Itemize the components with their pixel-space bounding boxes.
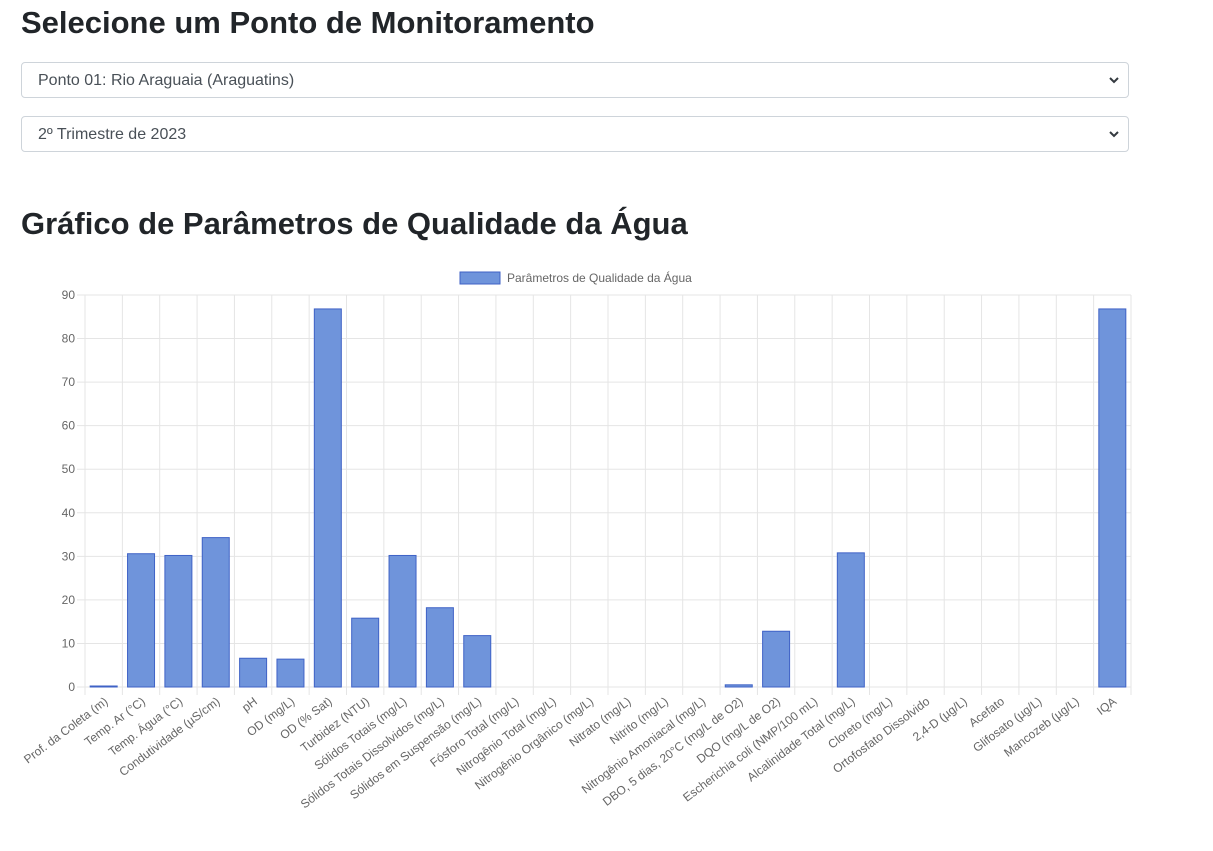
x-tick-label: IQA (1094, 694, 1119, 718)
bar[interactable] (1098, 308, 1127, 688)
y-tick-label: 30 (62, 549, 76, 563)
y-tick-label: 80 (62, 332, 76, 346)
bar[interactable] (239, 657, 268, 688)
monitoring-point-value: Ponto 01: Rio Araguaia (Araguatins) (38, 72, 295, 89)
chevron-down-icon (1109, 131, 1119, 138)
bar[interactable] (276, 658, 305, 688)
page-title: Selecione um Ponto de Monitoramento (21, 5, 595, 40)
bar[interactable] (762, 630, 791, 688)
x-tick-label: pH (239, 694, 260, 714)
y-tick-label: 70 (62, 375, 76, 389)
chevron-down-icon (1109, 77, 1119, 84)
chart-grid (77, 294, 1132, 695)
quarter-select[interactable]: 2º Trimestre de 2023 (21, 116, 1129, 152)
bar[interactable] (425, 607, 454, 688)
monitoring-point-select[interactable]: Ponto 01: Rio Araguaia (Araguatins) (21, 62, 1129, 98)
bar[interactable] (201, 537, 230, 688)
chart-legend: Parâmetros de Qualidade da Água (459, 270, 692, 285)
legend-swatch[interactable] (459, 271, 501, 285)
chart-section-title: Gráfico de Parâmetros de Qualidade da Ág… (21, 206, 688, 241)
legend-label: Parâmetros de Qualidade da Água (507, 270, 692, 285)
y-tick-label: 20 (62, 593, 76, 607)
bar[interactable] (724, 684, 753, 688)
bar[interactable] (463, 635, 492, 688)
bar[interactable] (351, 617, 380, 688)
chart-bars (89, 308, 1127, 688)
x-axis-ticks: Prof. da Coleta (m)Temp. Ar (°C)Temp. Ág… (21, 693, 1119, 811)
y-tick-label: 50 (62, 462, 76, 476)
y-axis-ticks: 0 10 20 30 40 50 60 70 80 90 (62, 288, 76, 694)
y-tick-label: 60 (62, 419, 76, 433)
y-tick-label: 40 (62, 506, 76, 520)
y-tick-label: 10 (62, 636, 76, 650)
bar[interactable] (164, 554, 193, 688)
y-tick-label: 90 (62, 288, 76, 302)
bar[interactable] (89, 685, 118, 688)
bar[interactable] (836, 552, 865, 688)
y-tick-label: 0 (68, 680, 75, 694)
bar[interactable] (127, 553, 156, 688)
quarter-value: 2º Trimestre de 2023 (38, 126, 187, 143)
bar[interactable] (388, 554, 417, 688)
bar[interactable] (313, 308, 342, 688)
